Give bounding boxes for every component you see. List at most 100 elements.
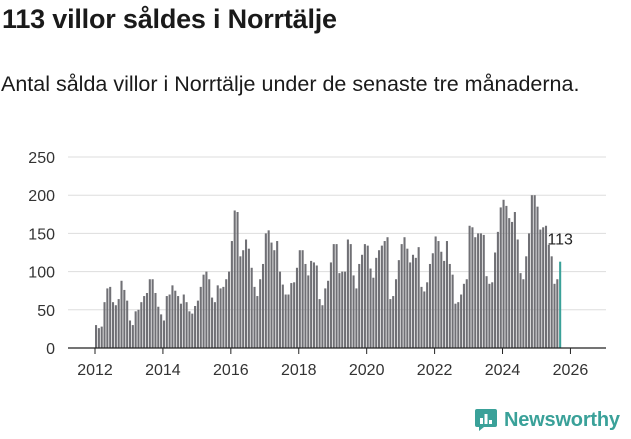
bar-91 (352, 275, 355, 348)
bar-152 (525, 256, 528, 348)
bar-73 (301, 250, 304, 348)
bar-22 (157, 306, 160, 348)
bar-101 (380, 245, 383, 348)
bar-158 (542, 227, 545, 348)
bar-118 (428, 263, 432, 348)
bar-56 (253, 286, 256, 348)
bar-61 (267, 230, 270, 348)
bar-95 (363, 244, 366, 348)
bar-78 (315, 265, 318, 348)
bar-141 (494, 252, 497, 348)
bar-104 (389, 299, 392, 348)
bar-28 (174, 290, 177, 348)
bar-83 (329, 262, 332, 348)
bar-64 (276, 241, 279, 348)
bar-37 (199, 286, 202, 348)
bar-80 (321, 305, 324, 348)
bar-72 (298, 250, 301, 348)
bar-81 (324, 288, 327, 348)
bar-127 (454, 303, 457, 348)
bar-126 (451, 274, 454, 348)
bar-145 (505, 205, 508, 348)
x-tick-label-2016: 2016 (213, 362, 249, 379)
bar-13 (131, 325, 134, 348)
bar-3 (103, 302, 106, 348)
bar-46 (225, 279, 228, 348)
bar-124 (445, 241, 448, 348)
bar-67 (284, 294, 287, 348)
bar-86 (338, 273, 341, 348)
bar-41 (211, 297, 214, 348)
x-tick-label-2022: 2022 (417, 362, 453, 379)
bar-122 (440, 251, 443, 348)
gridlines (68, 156, 606, 311)
bar-148 (513, 212, 516, 348)
bar-44 (219, 288, 222, 348)
bar-153 (527, 233, 531, 348)
bar-33 (188, 311, 191, 348)
bar-136 (479, 233, 482, 348)
bar-139 (488, 283, 491, 348)
bar-130 (462, 283, 465, 348)
bar-38 (202, 274, 205, 348)
bar-9 (120, 280, 123, 348)
bar-160 (547, 244, 550, 348)
bar-59 (261, 263, 265, 348)
bar-99 (375, 257, 378, 348)
bar-149 (516, 239, 519, 348)
bar-163 (556, 279, 559, 348)
bar-30 (179, 303, 182, 348)
bar-10 (123, 289, 126, 348)
bar-110 (406, 248, 409, 348)
bar-69 (290, 283, 293, 348)
bar-32 (185, 302, 188, 348)
bar-155 (533, 195, 536, 348)
bar-74 (304, 263, 307, 348)
bar-164 (559, 261, 562, 348)
newsworthy-logo: Newsworthy (474, 408, 620, 432)
bar-107 (397, 260, 400, 348)
y-tick-label-150: 150 (28, 226, 55, 243)
bar-7 (114, 305, 117, 348)
bar-97 (369, 268, 372, 348)
bar-132 (468, 225, 471, 348)
bar-143 (499, 207, 502, 348)
bar-40 (208, 279, 211, 348)
bar-79 (318, 299, 321, 348)
x-tick-label-2024: 2024 (485, 362, 521, 379)
bar-103 (386, 237, 389, 348)
bar-47 (228, 271, 231, 348)
bar-58 (259, 279, 262, 348)
bar-42 (213, 302, 216, 348)
bar-82 (327, 280, 330, 348)
bar-90 (349, 244, 352, 348)
bar-93 (358, 263, 361, 348)
bar-85 (335, 244, 338, 348)
bar-63 (273, 250, 276, 348)
bar-21 (154, 292, 157, 348)
x-tick-label-2026: 2026 (553, 362, 589, 379)
bar-111 (409, 262, 412, 348)
bar-66 (281, 284, 284, 348)
bar-125 (448, 263, 451, 348)
bar-11 (126, 300, 129, 348)
bar-70 (293, 282, 296, 348)
bar-31 (182, 294, 185, 348)
bar-54 (247, 248, 250, 348)
x-axis: 2012 2014 2016 2018 2020 2022 2024 2026 (68, 347, 606, 379)
bar-chart-logo-icon (475, 409, 497, 431)
y-tick-label-200: 200 (28, 188, 55, 205)
bar-117 (426, 282, 429, 348)
bar-8 (117, 299, 120, 348)
bar-71 (295, 267, 299, 348)
bar-51 (239, 256, 242, 348)
bar-133 (471, 227, 474, 348)
x-tick-label-2020: 2020 (349, 362, 385, 379)
bar-157 (539, 229, 542, 348)
bar-151 (522, 279, 525, 348)
bar-116 (423, 291, 426, 348)
bar-53 (244, 239, 248, 348)
bar-34 (191, 313, 194, 348)
bar-87 (341, 271, 344, 348)
bar-52 (242, 250, 245, 348)
